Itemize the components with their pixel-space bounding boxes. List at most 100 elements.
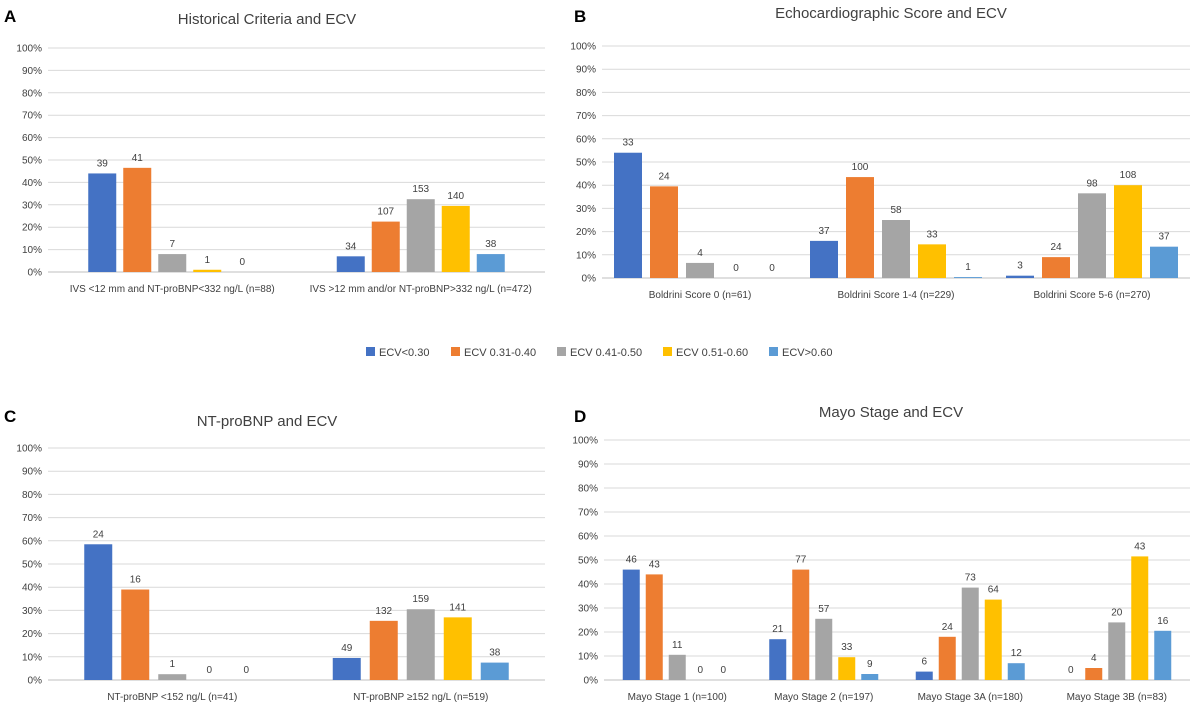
legend-label: ECV 0.31-0.40: [464, 347, 536, 359]
bar: [406, 199, 435, 272]
bar: [938, 636, 956, 680]
data-label: 37: [1158, 232, 1170, 243]
bar: [158, 674, 187, 680]
data-label: 73: [965, 573, 977, 584]
legend-swatch: [557, 347, 566, 356]
y-tick-label: 80%: [22, 490, 42, 501]
data-label: 57: [818, 604, 830, 615]
legend-swatch: [451, 347, 460, 356]
y-tick-label: 100%: [16, 444, 42, 455]
data-label: 24: [93, 529, 105, 540]
panel-title-b: Echocardiographic Score and ECV: [775, 5, 1007, 22]
bar: [158, 254, 187, 272]
data-label: 43: [1134, 541, 1146, 552]
panel-letter-d: D: [574, 407, 586, 426]
bar: [810, 240, 838, 278]
data-label: 0: [239, 257, 245, 268]
y-tick-label: 50%: [576, 158, 596, 169]
data-label: 41: [132, 153, 144, 164]
y-tick-label: 90%: [22, 66, 42, 77]
bar: [88, 173, 117, 272]
y-tick-label: 90%: [578, 460, 598, 471]
data-label: 100: [852, 162, 869, 173]
y-tick-label: 90%: [22, 467, 42, 478]
panel-title-c: NT-proBNP and ECV: [197, 413, 338, 430]
data-label: 141: [449, 602, 466, 613]
panel-a: A Historical Criteria and ECV 0% 10% 20% 30…: [4, 7, 545, 295]
data-label: 132: [375, 606, 392, 617]
bar: [838, 657, 856, 680]
bar: [441, 205, 470, 272]
y-tick-label: 100%: [572, 436, 598, 447]
category-label: IVS <12 mm and NT-proBNP<332 ng/L (n=88): [70, 284, 275, 295]
data-label: 49: [341, 643, 353, 654]
bar: [668, 654, 686, 680]
panel-title-d: Mayo Stage and ECV: [819, 404, 963, 421]
data-label: 0: [720, 665, 726, 676]
y-tick-label: 80%: [22, 88, 42, 99]
bar: [84, 544, 113, 680]
category-label: Boldrini Score 5-6 (n=270): [1033, 290, 1150, 301]
bar: [1154, 630, 1172, 680]
data-label: 7: [169, 239, 175, 250]
data-label: 20: [1111, 607, 1123, 618]
data-label: 140: [447, 191, 464, 202]
data-label: 153: [412, 184, 429, 195]
legend-label: ECV>0.60: [782, 347, 832, 359]
data-label: 39: [97, 158, 109, 169]
data-label: 37: [818, 226, 830, 237]
y-tick-label: 70%: [22, 111, 42, 122]
y-tick-label: 60%: [22, 536, 42, 547]
y-tick-label: 100%: [570, 42, 596, 53]
y-tick-label: 70%: [576, 111, 596, 122]
data-label: 107: [377, 207, 394, 218]
data-label: 0: [697, 665, 703, 676]
y-tick-label: 90%: [576, 65, 596, 76]
bar: [686, 262, 714, 278]
data-label: 3: [1017, 261, 1023, 272]
y-tick-label: 30%: [578, 604, 598, 615]
y-tick-label: 40%: [576, 181, 596, 192]
data-label: 33: [841, 642, 853, 653]
bar: [369, 620, 398, 680]
bar: [443, 617, 472, 680]
panel-letter-c: C: [4, 407, 16, 426]
data-label: 0: [733, 263, 739, 274]
bar: [918, 244, 946, 278]
data-label: 16: [130, 575, 142, 586]
bar: [336, 256, 365, 272]
category-label: Boldrini Score 1-4 (n=229): [837, 290, 954, 301]
y-tick-label: 50%: [578, 556, 598, 567]
category-label: NT-proBNP ≥152 ng/L (n=519): [353, 692, 488, 703]
data-label: 159: [412, 594, 429, 605]
y-tick-label: 40%: [22, 178, 42, 189]
y-tick-label: 80%: [578, 484, 598, 495]
legend: ECV<0.30 ECV 0.31-0.40 ECV 0.41-0.50 ECV 0.…: [366, 347, 832, 359]
bar: [861, 674, 879, 680]
bar: [1006, 275, 1034, 278]
chart-c-plot: 0% 10% 20% 30% 40% 50% 60% 70% 80% 90% 100% 24 16 1 0 0…: [16, 444, 545, 703]
y-tick-label: 50%: [22, 560, 42, 571]
bar: [815, 618, 833, 680]
bar: [121, 589, 150, 680]
data-label: 43: [649, 559, 661, 570]
panel-letter-a: A: [4, 7, 16, 26]
panel-letter-b: B: [574, 7, 586, 26]
data-label: 33: [926, 229, 938, 240]
data-label: 4: [697, 248, 703, 259]
data-label: 108: [1120, 170, 1137, 181]
y-tick-label: 20%: [576, 227, 596, 238]
data-label: 1: [169, 659, 175, 670]
y-tick-label: 0%: [28, 676, 43, 687]
panel-b: B Echocardiographic Score and ECV 0% 10% 2…: [570, 5, 1190, 301]
data-label: 64: [988, 585, 1000, 596]
data-label: 38: [489, 648, 501, 659]
y-tick-label: 60%: [576, 134, 596, 145]
y-tick-label: 60%: [22, 133, 42, 144]
data-label: 0: [206, 665, 212, 676]
bar: [1042, 257, 1070, 278]
bar: [371, 221, 400, 272]
bar: [332, 657, 361, 680]
data-label: 77: [795, 555, 807, 566]
